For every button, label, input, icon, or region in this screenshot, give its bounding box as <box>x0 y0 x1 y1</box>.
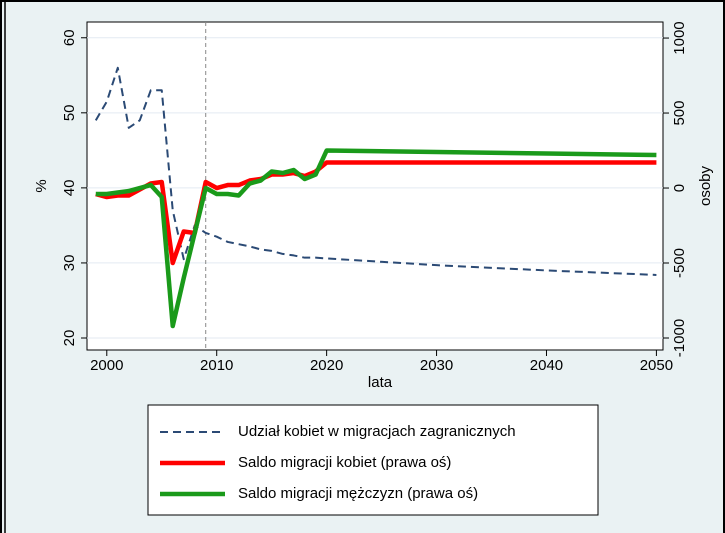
series-line <box>94 66 657 276</box>
legend-label: Udział kobiet w migracjach zagranicznych <box>238 423 516 440</box>
y-tick-label: 50 <box>61 104 78 121</box>
y-tick-label: 30 <box>61 255 78 272</box>
y-tick-label: 60 <box>61 29 78 46</box>
x-tick-label: 2030 <box>420 357 453 374</box>
x-tick-label: 2020 <box>310 357 343 374</box>
x-tick-label: 2040 <box>530 357 563 374</box>
series-line <box>95 148 657 329</box>
legend-box <box>147 404 599 516</box>
x-tick-label: 2010 <box>200 357 233 374</box>
y2-axis-title: osoby <box>697 165 714 206</box>
y2-tick-label: 500 <box>671 101 688 126</box>
legend-label: Saldo migracji mężczyzn (prawa oś) <box>238 485 478 502</box>
y2-tick-label: 0 <box>671 184 688 192</box>
y-axis-title: % <box>33 179 50 192</box>
y2-tick-label: -500 <box>671 248 688 278</box>
x-tick-label: 2050 <box>640 357 673 374</box>
y2-tick-label: -1000 <box>671 319 688 357</box>
y-tick-label: 20 <box>61 330 78 347</box>
x-tick-label: 2000 <box>90 357 123 374</box>
legend-label: Saldo migracji kobiet (prawa oś) <box>238 454 451 471</box>
x-axis-title: lata <box>368 374 393 391</box>
plot-area <box>86 21 664 351</box>
y2-tick-label: 1000 <box>671 21 688 54</box>
y-tick-label: 40 <box>61 180 78 197</box>
